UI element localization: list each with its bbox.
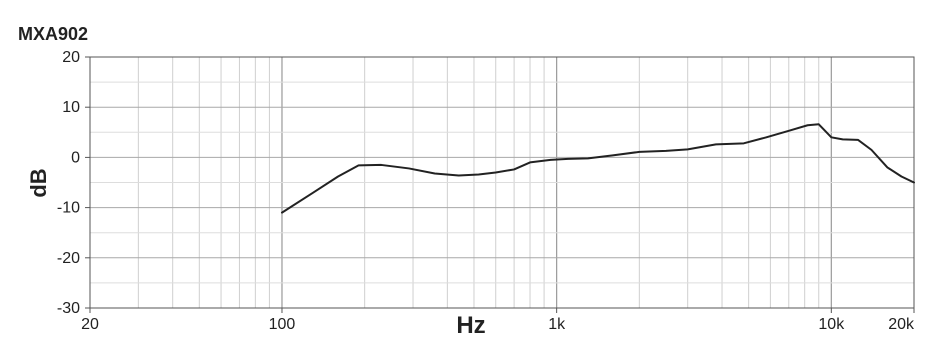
x-tick-label: 1k	[548, 316, 566, 333]
series-line	[280, 123, 915, 214]
x-tick-label: 20	[81, 316, 99, 333]
x-tick-label: 20k	[888, 316, 915, 333]
x-axis-label: Hz	[456, 312, 485, 334]
x-tick-label: 10k	[818, 316, 845, 333]
x-tick-label: 100	[269, 316, 296, 333]
y-tick-label: -10	[57, 200, 80, 217]
y-tick-label: -30	[57, 300, 80, 317]
chart-title: MXA902	[18, 24, 88, 44]
y-axis-label: dB	[26, 168, 51, 197]
y-tick-label: -20	[57, 250, 80, 267]
y-tick-label: 20	[62, 49, 80, 66]
y-tick-label: 0	[71, 149, 80, 166]
y-tick-label: 10	[62, 99, 80, 116]
grid-layer	[89, 56, 915, 309]
